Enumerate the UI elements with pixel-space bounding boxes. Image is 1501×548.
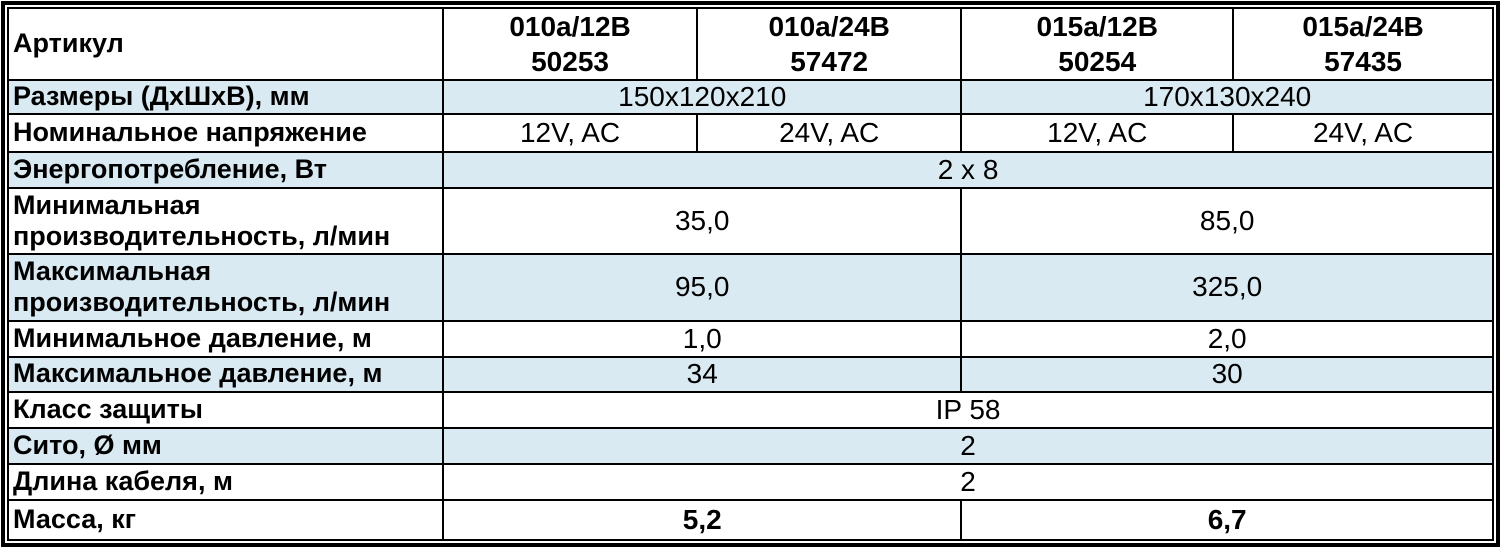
row-label-voltage: Номинальное напряжение — [6, 113, 445, 154]
weight-value-015a: 6,7 — [960, 498, 1494, 542]
product-model: 015a/24B — [1302, 11, 1424, 43]
table-row-voltage: Номинальное напряжение 12V, AC 24V, AC 1… — [6, 113, 1494, 154]
table-row-cable: Длина кабеля, м 2 — [6, 462, 1494, 501]
row-label-cable: Длина кабеля, м — [6, 462, 445, 501]
product-code: 57435 — [1324, 46, 1402, 78]
article-header-label: Артикул — [6, 6, 445, 82]
row-label-protection: Класс защиты — [6, 390, 445, 429]
voltage-value-010a-24b: 24V, AC — [696, 113, 963, 154]
row-label-weight: Масса, кг — [6, 498, 445, 542]
row-label-max-head: Максимальное давление, м — [6, 355, 445, 393]
table-row-max-flow: Максимальная производительность, л/мин 9… — [6, 253, 1494, 322]
table-row-max-head: Максимальное давление, м 34 30 — [6, 355, 1494, 393]
max-head-value-015a: 30 — [960, 355, 1494, 393]
weight-value-010a: 5,2 — [442, 498, 963, 542]
table-row-weight: Масса, кг 5,2 6,7 — [6, 498, 1494, 542]
row-label-sieve: Сито, Ø мм — [6, 426, 445, 465]
product-code: 50253 — [531, 46, 609, 78]
product-header-010a-12b: 010a/12B 50253 — [442, 6, 699, 82]
voltage-value-015a-12b: 12V, AC — [960, 113, 1235, 154]
product-header-010a-24b: 010a/24B 57472 — [696, 6, 963, 82]
min-flow-value-015a: 85,0 — [960, 187, 1494, 256]
power-value-all: 2 x 8 — [442, 151, 1494, 190]
table-row-power: Энергопотребление, Вт 2 x 8 — [6, 151, 1494, 190]
product-model: 010a/12B — [509, 11, 631, 43]
table-row-protection: Класс защиты IP 58 — [6, 390, 1494, 429]
table-row-min-flow: Минимальная производительность, л/мин 35… — [6, 187, 1494, 256]
voltage-value-010a-12b: 12V, AC — [442, 113, 699, 154]
table-row-header: Артикул 010a/12B 50253 010a/24B 57472 01… — [6, 6, 1494, 82]
row-label-dimensions: Размеры (ДхШхВ), мм — [6, 79, 445, 116]
product-spec-table: Артикул 010a/12B 50253 010a/24B 57472 01… — [6, 6, 1494, 542]
product-model: 010a/24B — [768, 11, 890, 43]
table-row-sieve: Сито, Ø мм 2 — [6, 426, 1494, 465]
product-model: 015a/12B — [1036, 11, 1158, 43]
max-head-value-010a: 34 — [442, 355, 963, 393]
max-flow-value-010a: 95,0 — [442, 253, 963, 322]
row-label-max-flow: Максимальная производительность, л/мин — [6, 253, 445, 322]
product-header-015a-12b: 015a/12B 50254 — [960, 6, 1235, 82]
max-flow-value-015a: 325,0 — [960, 253, 1494, 322]
min-head-value-010a: 1,0 — [442, 319, 963, 358]
row-label-min-head: Минимальное давление, м — [6, 319, 445, 358]
row-label-power: Энергопотребление, Вт — [6, 151, 445, 190]
dimensions-value-010a: 150x120x210 — [442, 79, 963, 116]
row-label-min-flow: Минимальная производительность, л/мин — [6, 187, 445, 256]
table-row-dimensions: Размеры (ДхШхВ), мм 150x120x210 170x130x… — [6, 79, 1494, 116]
min-flow-value-010a: 35,0 — [442, 187, 963, 256]
min-head-value-015a: 2,0 — [960, 319, 1494, 358]
cable-value-all: 2 — [442, 462, 1494, 501]
sieve-value-all: 2 — [442, 426, 1494, 465]
dimensions-value-015a: 170x130x240 — [960, 79, 1494, 116]
voltage-value-015a-24b: 24V, AC — [1232, 113, 1494, 154]
product-header-015a-24b: 015a/24B 57435 — [1232, 6, 1494, 82]
protection-value-all: IP 58 — [442, 390, 1494, 429]
table-row-min-head: Минимальное давление, м 1,0 2,0 — [6, 319, 1494, 358]
product-code: 50254 — [1058, 46, 1137, 78]
product-code: 57472 — [790, 46, 869, 78]
